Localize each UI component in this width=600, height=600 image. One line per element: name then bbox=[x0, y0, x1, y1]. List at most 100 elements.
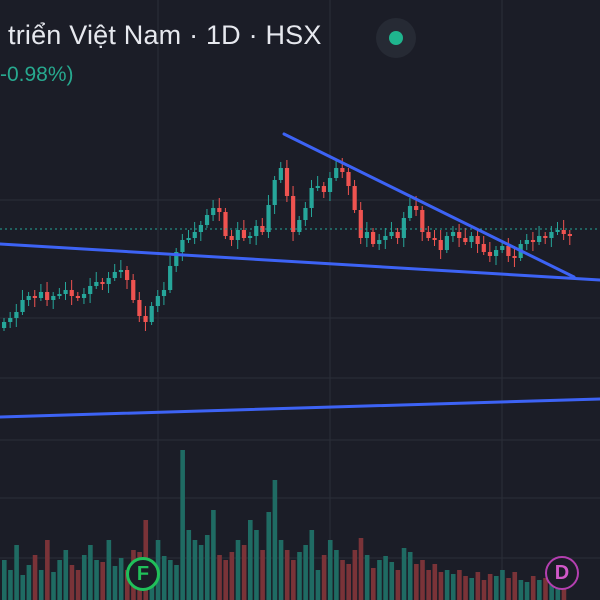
volume-bar bbox=[377, 560, 382, 600]
volume-bar bbox=[118, 558, 124, 600]
candle-body bbox=[204, 215, 210, 225]
candle-body bbox=[346, 172, 351, 186]
candle-body bbox=[88, 286, 93, 294]
green-dot-icon bbox=[389, 31, 403, 45]
volume-bar bbox=[32, 555, 38, 600]
market-status-button[interactable] bbox=[376, 18, 416, 58]
candle-body bbox=[38, 292, 44, 298]
candle-body bbox=[481, 244, 486, 252]
volume-bar bbox=[229, 552, 235, 600]
candle-body bbox=[463, 238, 468, 242]
dividends-marker-icon[interactable]: D bbox=[545, 556, 579, 590]
volume-bar bbox=[334, 550, 339, 600]
volume-bar bbox=[309, 530, 315, 600]
volume-bar bbox=[174, 565, 179, 600]
candle-body bbox=[438, 240, 443, 250]
candle-body bbox=[555, 230, 560, 232]
volume-bar bbox=[186, 530, 192, 600]
volume-bar bbox=[260, 550, 265, 600]
candle-body bbox=[340, 168, 345, 172]
volume-bar bbox=[414, 564, 419, 600]
volume-bar bbox=[69, 565, 75, 600]
volume-bar bbox=[254, 530, 259, 600]
volume-bar bbox=[543, 578, 548, 600]
volume-bar bbox=[549, 582, 554, 600]
candle-body bbox=[475, 236, 480, 244]
candle-body bbox=[100, 282, 105, 284]
candle-body bbox=[383, 236, 388, 240]
candle-body bbox=[469, 236, 474, 242]
volume-bar bbox=[401, 548, 407, 600]
candle-body bbox=[51, 296, 56, 300]
volume-bar bbox=[321, 555, 327, 600]
volume-bar bbox=[26, 565, 32, 600]
volume-bar bbox=[463, 576, 468, 600]
resistance-trendline bbox=[282, 132, 576, 279]
candle-body bbox=[112, 272, 117, 278]
volume-bar bbox=[211, 510, 216, 600]
volume-bar bbox=[45, 540, 50, 600]
candle-body bbox=[186, 238, 191, 240]
candle-body bbox=[297, 220, 302, 232]
volume-bar bbox=[204, 535, 210, 600]
candle-body bbox=[401, 218, 406, 238]
volume-bar bbox=[94, 560, 99, 600]
volume-bar bbox=[192, 540, 198, 600]
volume-bar bbox=[284, 550, 290, 600]
candle-body bbox=[303, 208, 308, 220]
volume-bar bbox=[537, 580, 542, 600]
candle-body bbox=[241, 230, 247, 238]
symbol-title[interactable]: triển Việt Nam · 1D · HSX bbox=[8, 20, 322, 50]
candle-body bbox=[321, 186, 326, 192]
candle-body bbox=[327, 178, 333, 192]
candle-body bbox=[395, 232, 400, 238]
candle-body bbox=[309, 188, 314, 208]
candle-body bbox=[161, 290, 167, 296]
financials-marker-icon[interactable]: F bbox=[126, 557, 160, 591]
volume-bar bbox=[303, 545, 308, 600]
candle-body bbox=[389, 232, 394, 236]
volume-bar bbox=[272, 480, 278, 600]
candle-body bbox=[494, 250, 499, 256]
volume-bar bbox=[371, 568, 376, 600]
volume-bar bbox=[383, 556, 388, 600]
candle-body bbox=[81, 294, 87, 298]
volume-bar bbox=[561, 580, 567, 600]
candle-body bbox=[487, 252, 493, 256]
candle-body bbox=[14, 312, 19, 318]
volume-bar bbox=[291, 560, 296, 600]
volume-bar bbox=[346, 564, 351, 600]
trendlines bbox=[0, 132, 600, 419]
candle-body bbox=[8, 318, 13, 322]
candle-body bbox=[174, 252, 179, 266]
candle-body bbox=[358, 210, 363, 238]
candle-body bbox=[143, 316, 148, 322]
candle-body bbox=[266, 205, 271, 232]
volume-bar bbox=[51, 572, 56, 600]
candle-body bbox=[512, 256, 517, 258]
candle-body bbox=[223, 212, 228, 236]
candle-body bbox=[75, 296, 80, 298]
candle-body bbox=[45, 292, 50, 300]
candle-body bbox=[32, 296, 37, 298]
lower-trendline bbox=[0, 397, 600, 419]
volume-bar bbox=[358, 538, 364, 600]
volume-bar bbox=[395, 570, 401, 600]
candle-body bbox=[444, 236, 449, 250]
candle-body bbox=[334, 168, 339, 178]
volume-bar bbox=[389, 562, 395, 600]
candle-body bbox=[260, 226, 265, 232]
volume-bar bbox=[475, 572, 481, 600]
volume-bar bbox=[512, 572, 518, 600]
candle-body bbox=[450, 232, 456, 236]
volume-bar bbox=[38, 570, 44, 600]
candle-body bbox=[426, 232, 431, 238]
candle-body bbox=[315, 186, 320, 188]
volume-bar bbox=[506, 578, 511, 600]
volume-bar bbox=[241, 545, 247, 600]
candle-body bbox=[131, 280, 136, 300]
candle-body bbox=[137, 300, 142, 316]
volume-bar bbox=[180, 450, 185, 600]
candle-body bbox=[118, 270, 124, 272]
